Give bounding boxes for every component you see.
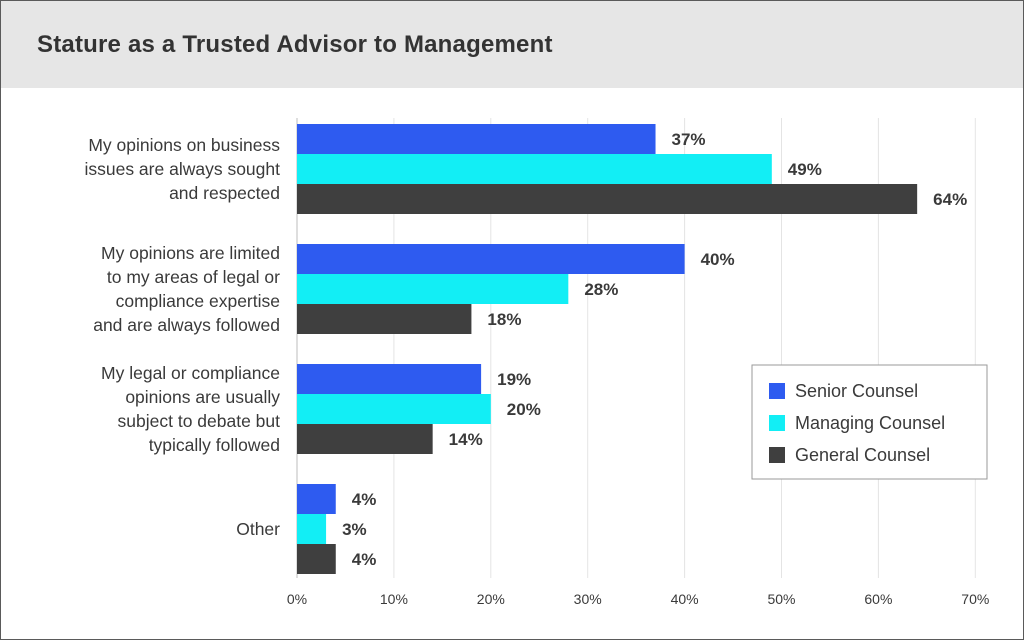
legend-swatch [769,415,785,431]
value-label: 40% [701,250,735,269]
bar-senior-counsel [297,364,482,394]
value-label: 18% [487,310,521,329]
chart-title: Stature as a Trusted Advisor to Manageme… [37,31,553,58]
legend-label: Managing Counsel [795,413,945,433]
value-label: 20% [507,400,541,419]
bar-senior-counsel [297,484,336,514]
category-label: and are always followed [93,315,280,335]
category-label: My opinions on business [88,135,280,155]
legend [751,364,988,480]
value-label: 4% [352,550,377,569]
value-label: 64% [933,190,967,209]
category-label: issues are always sought [84,159,280,179]
x-tick-label: 20% [477,591,505,607]
bar-managing-counsel [297,394,491,424]
bar-managing-counsel [297,154,772,184]
bar-general-counsel [297,544,336,574]
legend-label: Senior Counsel [795,381,918,401]
chart-header: Stature as a Trusted Advisor to Manageme… [1,1,1023,88]
category-label: to my areas of legal or [107,267,280,287]
value-label: 49% [788,160,822,179]
category-label: subject to debate but [118,411,281,431]
legend-label: General Counsel [795,445,930,465]
bar-general-counsel [297,424,433,454]
value-label: 4% [352,490,377,509]
category-label: compliance expertise [116,291,280,311]
value-label: 28% [584,280,618,299]
bar-senior-counsel [297,124,656,154]
x-tick-label: 50% [767,591,795,607]
value-label: 19% [497,370,531,389]
category-label: My opinions are limited [101,243,280,263]
bar-general-counsel [297,184,918,214]
category-label: opinions are usually [125,387,280,407]
category-label: and respected [169,183,280,203]
x-tick-label: 60% [864,591,892,607]
bar-senior-counsel [297,244,685,274]
bar-managing-counsel [297,274,569,304]
category-label: My legal or compliance [101,363,280,383]
legend-swatch [769,447,785,463]
category-label: typically followed [149,435,280,455]
x-tick-label: 70% [961,591,989,607]
bar-managing-counsel [297,514,327,544]
x-tick-label: 40% [671,591,699,607]
x-tick-label: 30% [574,591,602,607]
x-tick-label: 0% [287,591,307,607]
value-label: 37% [672,130,706,149]
value-label: 3% [342,520,367,539]
value-label: 14% [449,430,483,449]
bar-general-counsel [297,304,472,334]
x-tick-label: 10% [380,591,408,607]
legend-swatch [769,383,785,399]
category-label: Other [236,519,280,539]
